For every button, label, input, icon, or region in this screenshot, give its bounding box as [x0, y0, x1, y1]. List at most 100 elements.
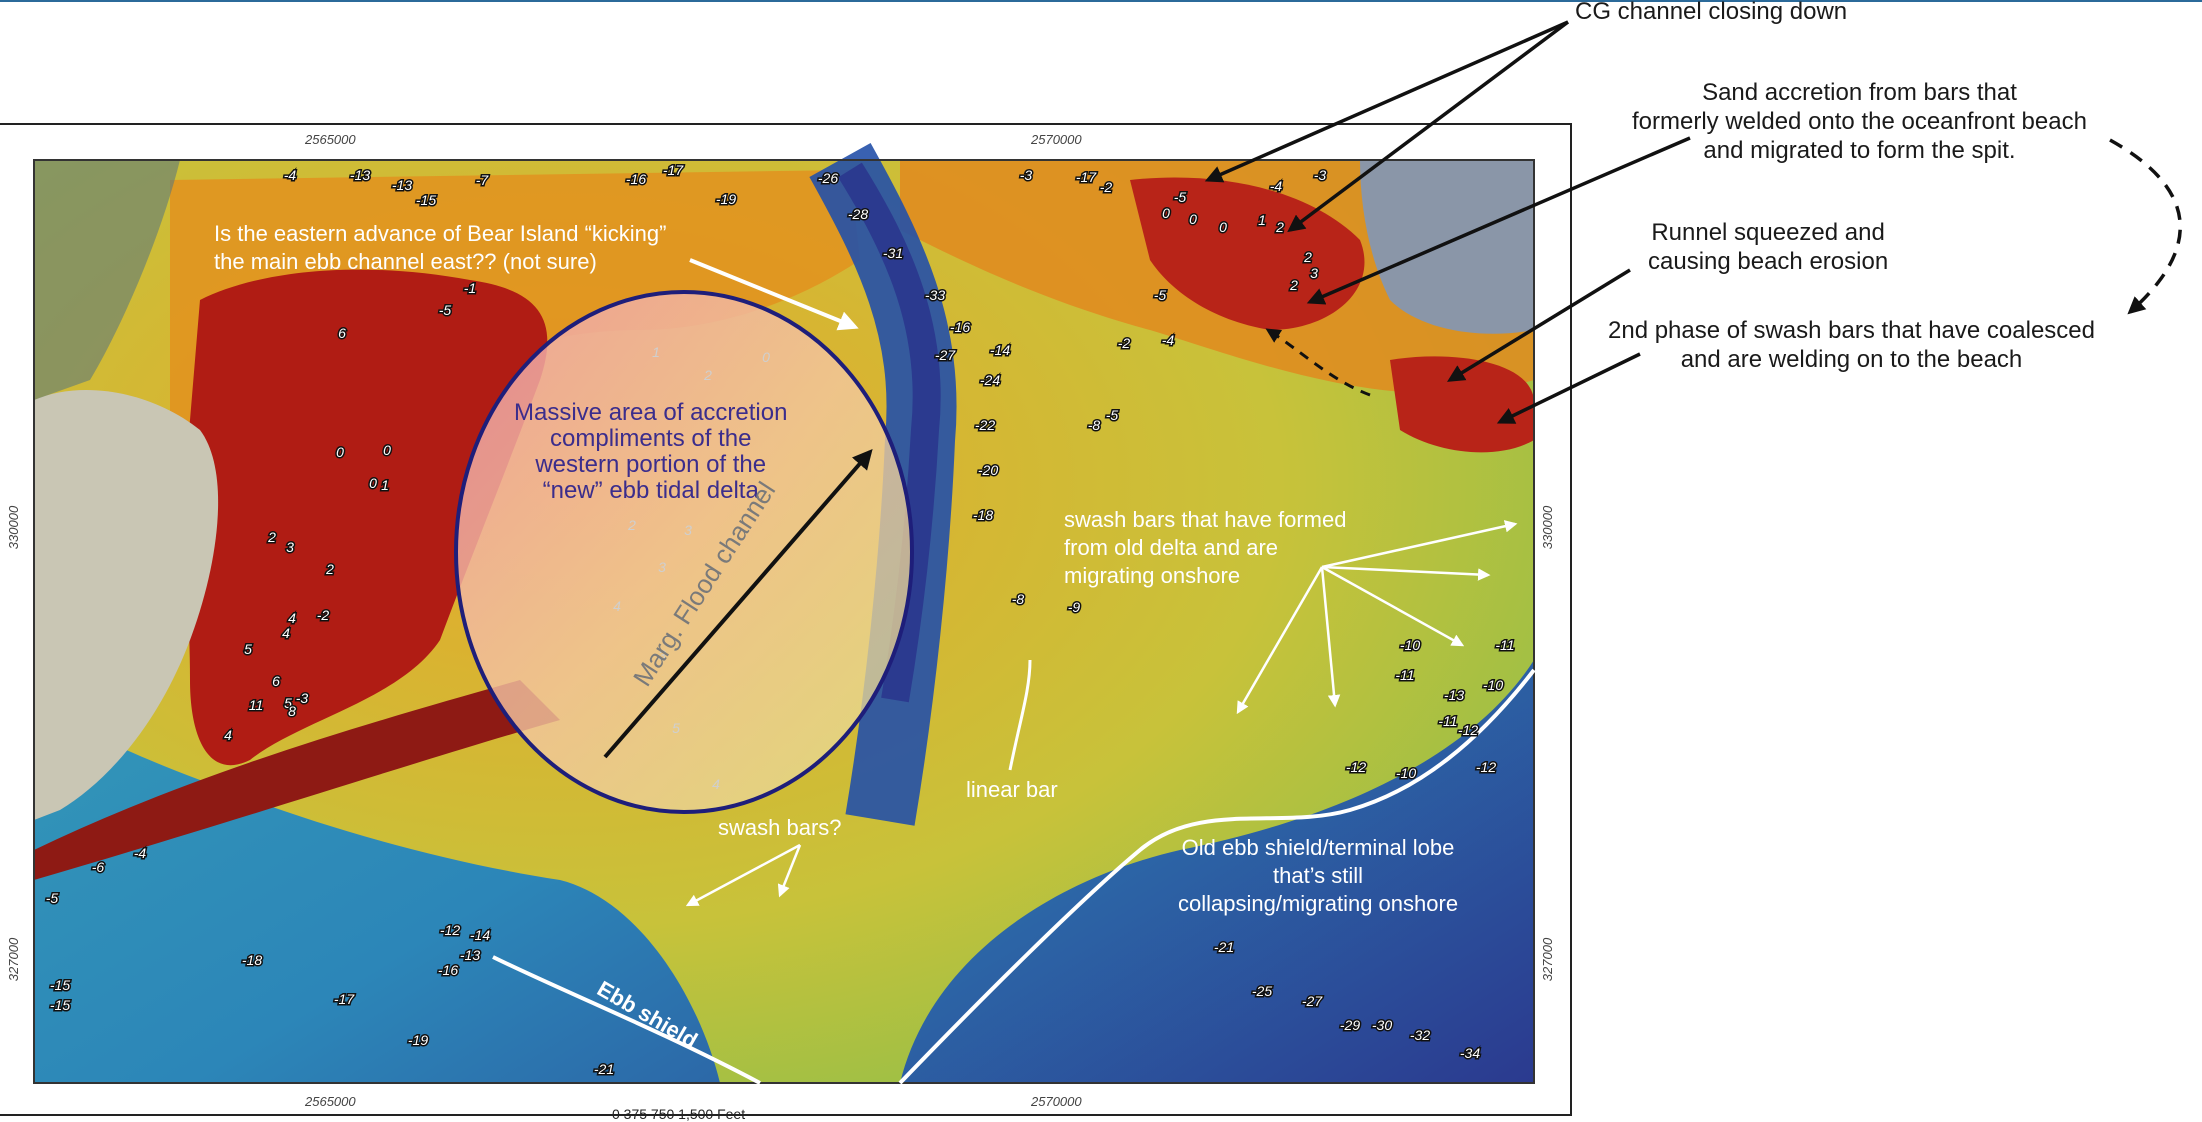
depth-sounding: -14: [990, 342, 1010, 358]
depth-sounding: -11: [1438, 713, 1457, 729]
annotation-massive-area-line-2: compliments of the: [550, 425, 752, 452]
depth-sounding: -1: [464, 280, 476, 296]
annotation-old-ebb-shield: Old ebb shield/terminal lobe that’s stil…: [1178, 834, 1458, 918]
depth-sounding: 0: [336, 444, 344, 460]
depth-sounding: -16: [626, 171, 646, 187]
depth-sounding: -13: [350, 167, 370, 183]
depth-sounding: -17: [1076, 169, 1097, 185]
depth-sounding: -14: [470, 927, 490, 943]
annotation-swash-bars-q: swash bars?: [718, 815, 842, 840]
depth-sounding: -15: [50, 977, 70, 993]
depth-sounding: 0: [383, 442, 391, 458]
depth-sounding: -31: [883, 245, 903, 261]
depth-sounding: -10: [1400, 637, 1420, 653]
depth-sounding: -18: [242, 952, 262, 968]
depth-sounding: -19: [408, 1032, 428, 1048]
grid-label-top-2: 2570000: [1031, 132, 1082, 147]
depth-sounding: -8: [1088, 417, 1101, 433]
depth-sounding: -10: [1396, 765, 1416, 781]
depth-sounding: -15: [50, 997, 70, 1013]
depth-sounding: -33: [925, 287, 945, 303]
annotation-second-phase-line-1: 2nd phase of swash bars that have coales…: [1608, 317, 2095, 344]
annotation-sand-accretion-line-2: formerly welded onto the oceanfront beac…: [1632, 108, 2087, 135]
annotation-old-ebb-shield-line-2: that’s still: [1272, 863, 1364, 888]
annotation-massive-area-line-1: Massive area of accretion: [514, 399, 788, 426]
depth-sounding: 5: [244, 641, 252, 657]
grid-label-bottom-2: 2570000: [1031, 1094, 1082, 1109]
depth-sounding: -3: [296, 690, 309, 706]
grid-label-bottom-1: 2565000: [305, 1094, 356, 1109]
annotation-old-ebb-shield-line-1: Old ebb shield/terminal lobe: [1181, 835, 1455, 860]
depth-sounding: 0: [1219, 219, 1227, 235]
depth-sounding: -5: [1174, 189, 1187, 205]
depth-sounding: -4: [284, 167, 297, 183]
depth-sounding: 1: [1258, 212, 1266, 228]
arrow-sand-accretion: [1306, 136, 1691, 305]
arrow-swash-1: [1321, 520, 1518, 569]
ebb-shield-line: [492, 955, 761, 1085]
depth-sounding: -13: [1444, 687, 1464, 703]
map-frame: [0, 123, 1572, 1116]
annotation-sand-accretion-line-1: Sand accretion from bars that: [1702, 79, 2017, 106]
depth-sounding: -5: [1154, 287, 1167, 303]
depth-sounding: -10: [1483, 677, 1503, 693]
arrow-dashed-curve: [2109, 138, 2182, 315]
depth-sounding: -28: [848, 206, 868, 222]
depth-sounding: -13: [392, 177, 412, 193]
depth-sounding: -11: [1495, 637, 1514, 653]
grid-label-left-1: 330000: [6, 505, 22, 550]
red-spit: [34, 680, 560, 880]
depth-sounding: 2: [1275, 219, 1284, 235]
annotation-massive-area-line-3: western portion of the: [535, 451, 767, 478]
annotation-old-ebb-shield-line-3: collapsing/migrating onshore: [1178, 891, 1459, 916]
depth-sounding: -5: [46, 890, 59, 906]
main-ebb-channel-core: [838, 162, 941, 703]
depth-sounding: -27: [1302, 993, 1323, 1009]
depth-sounding: 4: [282, 625, 290, 641]
depth-sounding: -22: [975, 417, 995, 433]
depth-soundings: -4 -13-13-15-7 -16-17-19-26-28-31-33-16-27…: [44, 161, 1516, 1079]
depth-sounding: 2: [267, 529, 276, 545]
depth-sounding: 0: [1189, 211, 1197, 227]
annotation-massive-area-line-4: “new” ebb tidal delta: [542, 477, 759, 504]
depth-sounding: 2: [1303, 249, 1312, 265]
arrow-swash-4: [1320, 566, 1341, 708]
depth-sounding: -16: [950, 319, 970, 335]
bear-island-marsh: [34, 160, 180, 400]
depth-sounding: 3: [658, 647, 666, 663]
depth-sounding: -11: [1395, 667, 1414, 683]
top-rule: [0, 0, 2202, 2]
old-ebb-shield-line: [898, 668, 1536, 1085]
depth-sounding: -21: [594, 1061, 614, 1077]
annotation-bear-island-line-2: the main ebb channel east?? (not sure): [214, 249, 597, 274]
arrow-marg-flood: [603, 448, 873, 759]
depth-sounding: -19: [716, 191, 736, 207]
grid-label-left-2: 327000: [6, 937, 22, 982]
depth-sounding: 5: [672, 720, 680, 736]
depth-sounding: 11: [249, 697, 264, 713]
arrow-swash-q-2: [777, 844, 802, 898]
depth-sounding: 0: [762, 349, 770, 365]
depth-sounding: -26: [818, 170, 838, 186]
depth-sounding: -34: [1460, 1045, 1480, 1061]
depth-sounding: -17: [334, 991, 355, 1007]
annotation-bear-island: Is the eastern advance of Bear Island “k…: [214, 220, 666, 276]
arrow-swash-5: [1236, 566, 1324, 715]
arrow-second-phase: [1496, 352, 1641, 424]
depth-sounding: -30: [1372, 1017, 1392, 1033]
annotation-second-phase: 2nd phase of swash bars that have coales…: [1608, 316, 2095, 374]
grid-label-right-1: 330000: [1540, 505, 1556, 550]
depth-sounding: -6: [92, 859, 105, 875]
depth-sounding: -24: [980, 372, 1000, 388]
depth-sounding: 5: [284, 695, 292, 711]
depth-sounding: -2: [1118, 335, 1131, 351]
annotation-swash-bars-formed-line-2: from old delta and are: [1064, 535, 1279, 560]
depth-sounding: -27: [935, 347, 956, 363]
depth-sounding: -12: [1458, 722, 1478, 738]
depth-sounding: -15: [416, 192, 436, 208]
depth-sounding: -12: [1476, 759, 1496, 775]
depth-sounding: 2: [325, 561, 334, 577]
depth-sounding: 3: [658, 559, 666, 575]
depth-sounding: -2: [1100, 179, 1113, 195]
depth-sounding: -3: [1314, 167, 1327, 183]
